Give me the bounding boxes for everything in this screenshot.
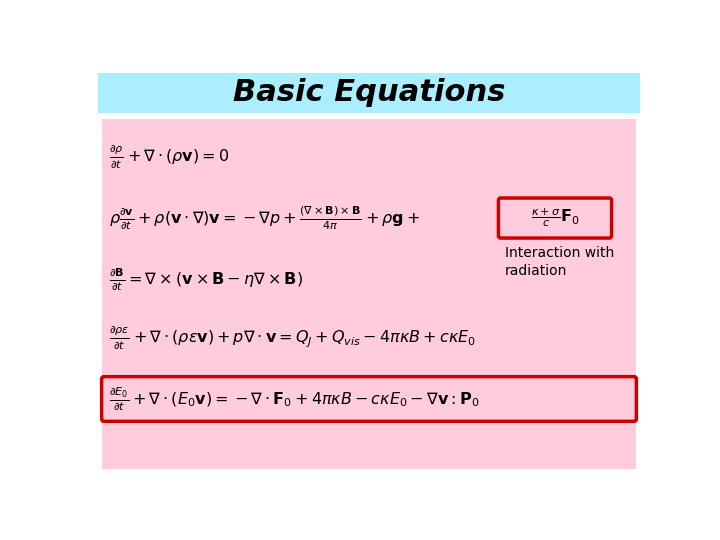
Text: $\frac{\partial \rho}{\partial t} + \nabla \cdot (\rho\mathbf{v}) = 0$: $\frac{\partial \rho}{\partial t} + \nab…	[109, 144, 230, 171]
FancyBboxPatch shape	[102, 377, 636, 421]
Text: Basic Equations: Basic Equations	[233, 78, 505, 107]
Text: $\frac{\partial \mathbf{B}}{\partial t} = \nabla \times \left(\mathbf{v} \times : $\frac{\partial \mathbf{B}}{\partial t} …	[109, 266, 303, 292]
FancyBboxPatch shape	[102, 119, 636, 469]
Text: $\frac{\kappa + \sigma}{c}\mathbf{F}_0$: $\frac{\kappa + \sigma}{c}\mathbf{F}_0$	[531, 207, 580, 229]
Text: Interaction with
radiation: Interaction with radiation	[505, 246, 614, 278]
FancyBboxPatch shape	[498, 198, 611, 238]
Text: $\rho\frac{\partial \mathbf{v}}{\partial t} + \rho(\mathbf{v} \cdot \nabla)\math: $\rho\frac{\partial \mathbf{v}}{\partial…	[109, 205, 420, 232]
Text: $\frac{\partial E_0}{\partial t} + \nabla \cdot \left(E_0\mathbf{v}\right) = -\n: $\frac{\partial E_0}{\partial t} + \nabl…	[109, 386, 480, 413]
Text: $\frac{\partial \rho\varepsilon}{\partial t} + \nabla \cdot (\rho\varepsilon\mat: $\frac{\partial \rho\varepsilon}{\partia…	[109, 325, 477, 352]
FancyBboxPatch shape	[98, 72, 640, 112]
